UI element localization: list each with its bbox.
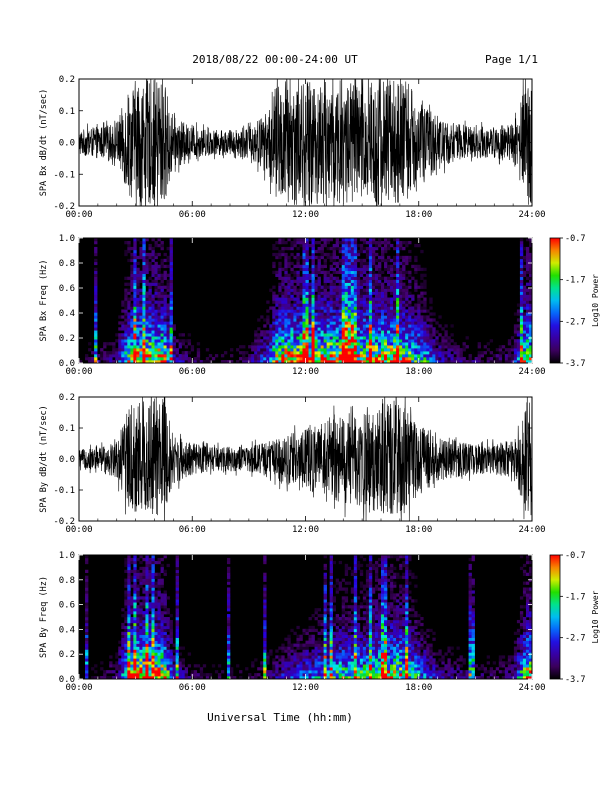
- x-axis-label: Universal Time (hh:mm): [207, 711, 353, 724]
- x-tick-label: 18:00: [405, 683, 432, 693]
- page-title: 2018/08/22 00:00-24:00 UT: [192, 53, 358, 66]
- x-tick-label: 00:00: [65, 210, 92, 220]
- y-axis-label: SPA By Freq (Hz): [39, 576, 49, 658]
- x-tick-label: 00:00: [65, 367, 92, 377]
- x-tick-label: 18:00: [405, 367, 432, 377]
- y-tick-label: 0.0: [59, 139, 75, 149]
- y-tick-label: 0.6: [59, 601, 75, 611]
- panel-2: -0.7 -1.7 -2.7 -3.7 Log10 Power 00:00 06:00 12:…: [39, 234, 600, 377]
- y-axis-label: SPA Bx dB/dt (nT/sec): [39, 89, 49, 196]
- panel-3: 00:00 06:00 12:00 18:00 24:00 -0.2 -0.1 0.0 0.1 0…: [39, 393, 546, 535]
- colorbar-tick-label: -2.7: [565, 634, 585, 644]
- x-tick-label: 12:00: [292, 525, 319, 535]
- colorbar-tick-label: -2.7: [565, 317, 585, 327]
- panel-4: -0.7 -1.7 -2.7 -3.7 Log10 Power 00:00 06:00 12:…: [39, 551, 600, 693]
- colorbar-tick-label: -0.7: [565, 234, 585, 244]
- colorbar-tick-label: -0.7: [565, 551, 585, 561]
- y-tick-label: 0.2: [59, 334, 75, 344]
- colorbar: [549, 237, 561, 364]
- colorbar-label: Log10 Power: [591, 590, 600, 643]
- series-trace: [79, 397, 532, 521]
- y-tick-label: 0.2: [59, 650, 75, 660]
- y-tick-label: 0.0: [59, 675, 75, 685]
- colorbar-tick-label: -1.7: [565, 592, 585, 602]
- colorbar-tick-label: -3.7: [565, 359, 585, 369]
- y-tick-label: -0.1: [53, 486, 75, 496]
- x-tick-label: 24:00: [518, 210, 545, 220]
- x-tick-label: 12:00: [292, 683, 319, 693]
- x-tick-label: 06:00: [179, 683, 206, 693]
- x-tick-label: 18:00: [405, 210, 432, 220]
- y-tick-label: -0.1: [53, 170, 75, 180]
- series-trace: [79, 79, 532, 206]
- y-tick-label: 0.0: [59, 359, 75, 369]
- x-tick-label: 06:00: [179, 367, 206, 377]
- y-tick-label: 0.6: [59, 284, 75, 294]
- colorbar-tick-label: -1.7: [565, 276, 585, 286]
- y-tick-label: 0.2: [59, 75, 75, 85]
- spectrogram-cells: [85, 555, 533, 680]
- x-tick-label: 12:00: [292, 210, 319, 220]
- x-tick-label: 24:00: [518, 367, 545, 377]
- y-tick-label: 0.4: [59, 309, 75, 319]
- x-tick-label: 24:00: [518, 683, 545, 693]
- y-tick-label: 0.1: [59, 424, 75, 434]
- colorbar: [549, 554, 561, 680]
- colorbar-tick-label: -3.7: [565, 675, 585, 685]
- y-tick-label: 0.8: [59, 576, 75, 586]
- y-tick-label: 1.0: [59, 551, 75, 561]
- y-axis-label: SPA By dB/dt (nT/sec): [39, 405, 49, 512]
- x-tick-label: 24:00: [518, 525, 545, 535]
- x-tick-label: 06:00: [179, 210, 206, 220]
- y-tick-label: 0.0: [59, 455, 75, 465]
- x-tick-label: 00:00: [65, 525, 92, 535]
- panel-1: 00:00 06:00 12:00 18:00 24:00 -0.2 -0.1 0.0 0.1 0…: [39, 75, 546, 220]
- y-tick-label: 0.1: [59, 107, 75, 117]
- y-tick-label: 0.8: [59, 259, 75, 269]
- y-axis-label: SPA Bx Freq (Hz): [39, 260, 49, 342]
- spectrogram-cells: [79, 238, 533, 364]
- x-tick-label: 00:00: [65, 683, 92, 693]
- y-tick-label: 0.2: [59, 393, 75, 403]
- colorbar-label: Log10 Power: [591, 274, 600, 327]
- y-tick-label: 1.0: [59, 234, 75, 244]
- x-tick-label: 12:00: [292, 367, 319, 377]
- y-tick-label: -0.2: [53, 517, 75, 527]
- x-tick-label: 18:00: [405, 525, 432, 535]
- y-tick-label: 0.4: [59, 625, 75, 635]
- y-tick-label: -0.2: [53, 202, 75, 212]
- page-number: Page 1/1: [485, 53, 538, 66]
- x-tick-label: 06:00: [179, 525, 206, 535]
